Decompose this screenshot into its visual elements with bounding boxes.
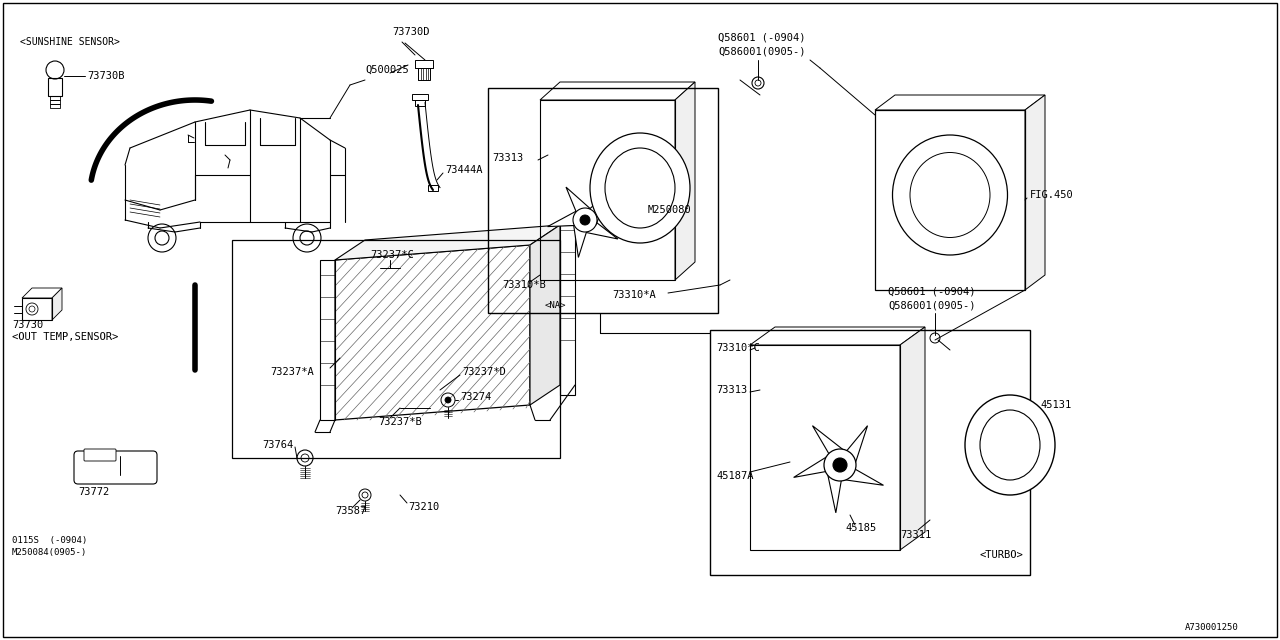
Text: 73237*A: 73237*A — [270, 367, 314, 377]
Text: 0115S  (-0904): 0115S (-0904) — [12, 536, 87, 545]
Text: 73310*A: 73310*A — [612, 290, 655, 300]
FancyBboxPatch shape — [74, 451, 157, 484]
Polygon shape — [950, 152, 964, 195]
Polygon shape — [582, 220, 618, 239]
Bar — [750, 345, 900, 550]
Bar — [419, 68, 430, 80]
Text: Q500025: Q500025 — [365, 65, 408, 75]
Bar — [49, 78, 61, 96]
Polygon shape — [794, 453, 840, 477]
Ellipse shape — [910, 152, 989, 237]
Text: 73764: 73764 — [262, 440, 293, 450]
Circle shape — [992, 427, 1028, 463]
Bar — [412, 94, 428, 100]
Bar — [415, 100, 425, 106]
Text: 45187A: 45187A — [716, 471, 754, 481]
Polygon shape — [22, 288, 61, 298]
Text: 73310*B: 73310*B — [502, 280, 545, 290]
Text: 73210: 73210 — [408, 502, 439, 512]
Bar — [50, 100, 60, 104]
Text: M250084(0905-): M250084(0905-) — [12, 548, 87, 557]
Polygon shape — [675, 82, 695, 280]
Circle shape — [824, 449, 856, 481]
FancyBboxPatch shape — [84, 449, 116, 461]
Text: 73772: 73772 — [78, 487, 109, 497]
Polygon shape — [750, 327, 925, 345]
Text: 73274: 73274 — [460, 392, 492, 402]
Circle shape — [931, 175, 970, 215]
Polygon shape — [548, 209, 585, 227]
Polygon shape — [940, 195, 964, 238]
Polygon shape — [335, 225, 561, 260]
Text: M250080: M250080 — [648, 205, 691, 215]
Polygon shape — [566, 187, 594, 220]
Circle shape — [573, 208, 596, 232]
Polygon shape — [573, 220, 586, 257]
Ellipse shape — [980, 410, 1039, 480]
Text: 73313: 73313 — [492, 153, 524, 163]
Polygon shape — [950, 192, 995, 208]
Text: <NA>: <NA> — [544, 301, 566, 310]
Bar — [415, 60, 433, 68]
Circle shape — [445, 397, 451, 403]
Polygon shape — [585, 191, 609, 225]
Bar — [710, 330, 1030, 575]
Polygon shape — [914, 168, 954, 195]
Bar — [561, 225, 575, 395]
Text: 45131: 45131 — [1039, 400, 1071, 410]
Polygon shape — [837, 465, 883, 485]
Text: Q58601 (-0904): Q58601 (-0904) — [718, 33, 805, 43]
Text: 73444A: 73444A — [445, 165, 483, 175]
Text: Q586001(0905-): Q586001(0905-) — [718, 46, 805, 56]
Polygon shape — [900, 327, 925, 550]
Text: A730001250: A730001250 — [1185, 623, 1239, 632]
Polygon shape — [1025, 95, 1044, 290]
Text: 73237*D: 73237*D — [462, 367, 506, 377]
Text: <OUT TEMP,SENSOR>: <OUT TEMP,SENSOR> — [12, 332, 118, 342]
Circle shape — [580, 215, 590, 225]
Polygon shape — [826, 465, 841, 513]
Text: <TURBO>: <TURBO> — [980, 550, 1024, 560]
Circle shape — [833, 458, 847, 472]
Text: 73730: 73730 — [12, 320, 44, 330]
Text: Q58601 (-0904): Q58601 (-0904) — [888, 287, 975, 297]
Ellipse shape — [892, 135, 1007, 255]
Polygon shape — [876, 95, 1044, 110]
Text: <SUNSHINE SENSOR>: <SUNSHINE SENSOR> — [20, 37, 120, 47]
Text: 73237*C: 73237*C — [370, 250, 413, 260]
Ellipse shape — [605, 148, 675, 228]
Text: Q586001(0905-): Q586001(0905-) — [888, 300, 975, 310]
Polygon shape — [335, 245, 530, 420]
Polygon shape — [540, 82, 695, 100]
Text: 73730B: 73730B — [87, 71, 124, 81]
Bar — [540, 100, 675, 280]
Text: 73587: 73587 — [335, 506, 366, 516]
Ellipse shape — [590, 133, 690, 243]
Polygon shape — [914, 188, 950, 221]
Polygon shape — [530, 225, 561, 405]
Bar — [232, 240, 561, 458]
Text: 73730D: 73730D — [392, 27, 430, 37]
Bar — [488, 88, 718, 313]
Text: 73313: 73313 — [716, 385, 748, 395]
Polygon shape — [813, 426, 849, 465]
Bar — [22, 298, 52, 320]
Ellipse shape — [965, 395, 1055, 495]
Polygon shape — [840, 426, 868, 470]
Text: FIG.450: FIG.450 — [1030, 190, 1074, 200]
Text: 73311: 73311 — [900, 530, 932, 540]
Text: 73237*B: 73237*B — [378, 417, 421, 427]
Text: 45185: 45185 — [845, 523, 877, 533]
Bar — [50, 96, 60, 100]
Text: 73310*C: 73310*C — [716, 343, 760, 353]
Bar — [50, 104, 60, 108]
Bar — [428, 185, 438, 191]
Bar — [876, 110, 1025, 290]
Bar — [320, 260, 335, 420]
Polygon shape — [52, 288, 61, 320]
Circle shape — [622, 170, 658, 206]
